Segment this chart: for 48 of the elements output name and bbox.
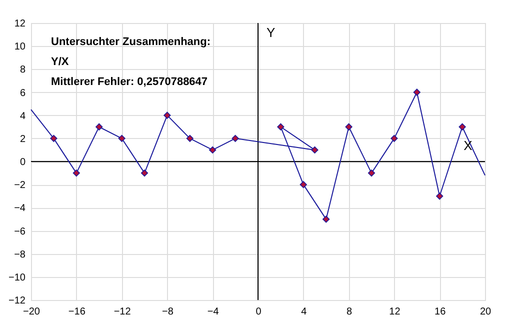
point — [186, 134, 194, 142]
point — [311, 146, 318, 154]
annotation: Y/X — [51, 56, 70, 68]
x-axis-title: X — [464, 138, 473, 153]
y-tick-label: 6 — [20, 88, 26, 99]
y-tick-label: 8 — [20, 64, 26, 76]
x-tick-label: −12 — [114, 306, 132, 318]
y-tick-label: 2 — [20, 134, 26, 145]
x-tick-label: −16 — [68, 306, 86, 318]
annotation: Untersuchter Zusammenhang: — [51, 36, 211, 48]
point — [458, 123, 466, 130]
y-tick-label: −10 — [8, 272, 26, 284]
point — [368, 169, 376, 177]
point — [50, 134, 58, 142]
y-axis-title: Y — [266, 25, 276, 40]
point — [209, 146, 216, 154]
point — [164, 112, 171, 119]
y-tick-label: 10 — [14, 42, 26, 53]
x-tick-label: 16 — [434, 306, 446, 318]
y-tick-label: −6 — [14, 226, 26, 238]
point — [413, 88, 420, 96]
x-tick-label: −20 — [23, 306, 40, 318]
point — [277, 123, 284, 130]
x-tick-label: 0 — [256, 306, 262, 318]
point — [300, 181, 307, 188]
y-tick-label: −8 — [14, 249, 26, 260]
y-tick-label: 0 — [20, 157, 26, 168]
y-tick-label: 12 — [14, 18, 26, 30]
annotation: Mittlerer Fehler: 0,2570788647 — [51, 76, 208, 88]
point — [232, 134, 239, 142]
point — [96, 123, 103, 130]
point — [390, 134, 398, 142]
y-tick-label: −4 — [14, 203, 26, 214]
x-tick-label: −4 — [207, 306, 220, 318]
point — [140, 169, 148, 177]
y-tick-label: −12 — [8, 296, 26, 306]
point — [345, 123, 352, 130]
y-tick-label: −2 — [14, 180, 26, 192]
x-tick-label: 12 — [389, 306, 401, 318]
point — [322, 216, 330, 223]
point — [72, 169, 80, 177]
y-tick-label: 4 — [20, 110, 26, 122]
point — [436, 192, 444, 200]
x-tick-label: −8 — [162, 306, 174, 318]
x-tick-label: 8 — [346, 306, 353, 318]
point — [118, 134, 126, 142]
x-tick-label: 20 — [480, 306, 492, 318]
x-tick-label: 4 — [301, 306, 308, 318]
